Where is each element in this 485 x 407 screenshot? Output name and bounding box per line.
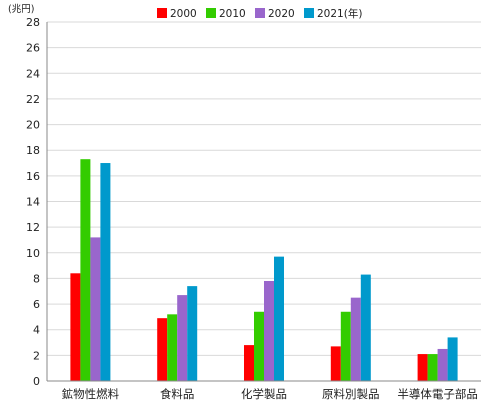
y-tick-label: 6 <box>33 298 40 311</box>
bar-2000 <box>330 346 341 381</box>
bar-2010 <box>167 314 178 381</box>
y-tick-label: 14 <box>26 196 40 209</box>
legend-entry: 2000 <box>170 8 197 20</box>
bar-2000 <box>70 273 81 381</box>
legend-entry: 2020 <box>268 8 295 20</box>
legend-swatch <box>206 8 216 18</box>
y-tick-label: 26 <box>26 42 40 55</box>
x-axis-categories: 鉱物性燃料 食料品 化学製品 原料別製品 半導体電子部品 <box>62 387 478 401</box>
bar-2020 <box>437 348 448 381</box>
y-tick-label: 10 <box>26 247 40 260</box>
legend: 2000 2010 2020 2021(年) <box>157 7 362 20</box>
bar-2010 <box>254 311 264 381</box>
bar-2021 <box>447 337 458 381</box>
bar-2000 <box>157 318 168 381</box>
y-tick-label: 16 <box>26 170 40 183</box>
bar-2021 <box>100 163 111 381</box>
y-tick-label: 18 <box>26 144 40 157</box>
x-category-label: 原料別製品 <box>322 387 380 401</box>
bar-2021 <box>274 256 284 381</box>
legend-entry: 2021(年) <box>317 7 362 20</box>
y-tick-label: 24 <box>26 67 40 80</box>
x-category-label: 化学製品 <box>241 387 287 401</box>
legend-swatch <box>157 8 167 18</box>
y-tick-label: 8 <box>33 272 40 285</box>
x-category-label: 食料品 <box>160 387 195 401</box>
legend-swatch <box>255 8 265 18</box>
bar-2020 <box>264 280 274 381</box>
x-category-label: 鉱物性燃料 <box>62 387 120 401</box>
y-tick-label: 0 <box>33 375 40 388</box>
y-tick-label: 12 <box>26 221 40 234</box>
bar-2021 <box>187 286 198 381</box>
bar-2010 <box>340 311 351 381</box>
bar-2020 <box>177 295 188 381</box>
y-tick-label: 2 <box>33 349 40 362</box>
bar-2021 <box>360 274 371 381</box>
legend-swatch <box>304 8 314 18</box>
y-tick-label: 22 <box>26 93 40 106</box>
bar-2020 <box>90 237 101 381</box>
bars <box>70 159 458 381</box>
y-tick-label: 20 <box>26 119 40 132</box>
bar-2010 <box>80 159 91 381</box>
gridlines <box>47 21 481 356</box>
y-axis-unit-label: (兆円) <box>8 4 34 15</box>
bar-2000 <box>244 345 254 381</box>
bar-2000 <box>417 354 428 381</box>
y-tick-label: 4 <box>33 324 40 337</box>
legend-entry: 2010 <box>219 8 246 20</box>
bar-2020 <box>350 297 361 381</box>
bar-2010 <box>427 354 438 381</box>
x-category-label: 半導体電子部品 <box>397 387 478 401</box>
y-tick-label: 28 <box>26 16 40 29</box>
